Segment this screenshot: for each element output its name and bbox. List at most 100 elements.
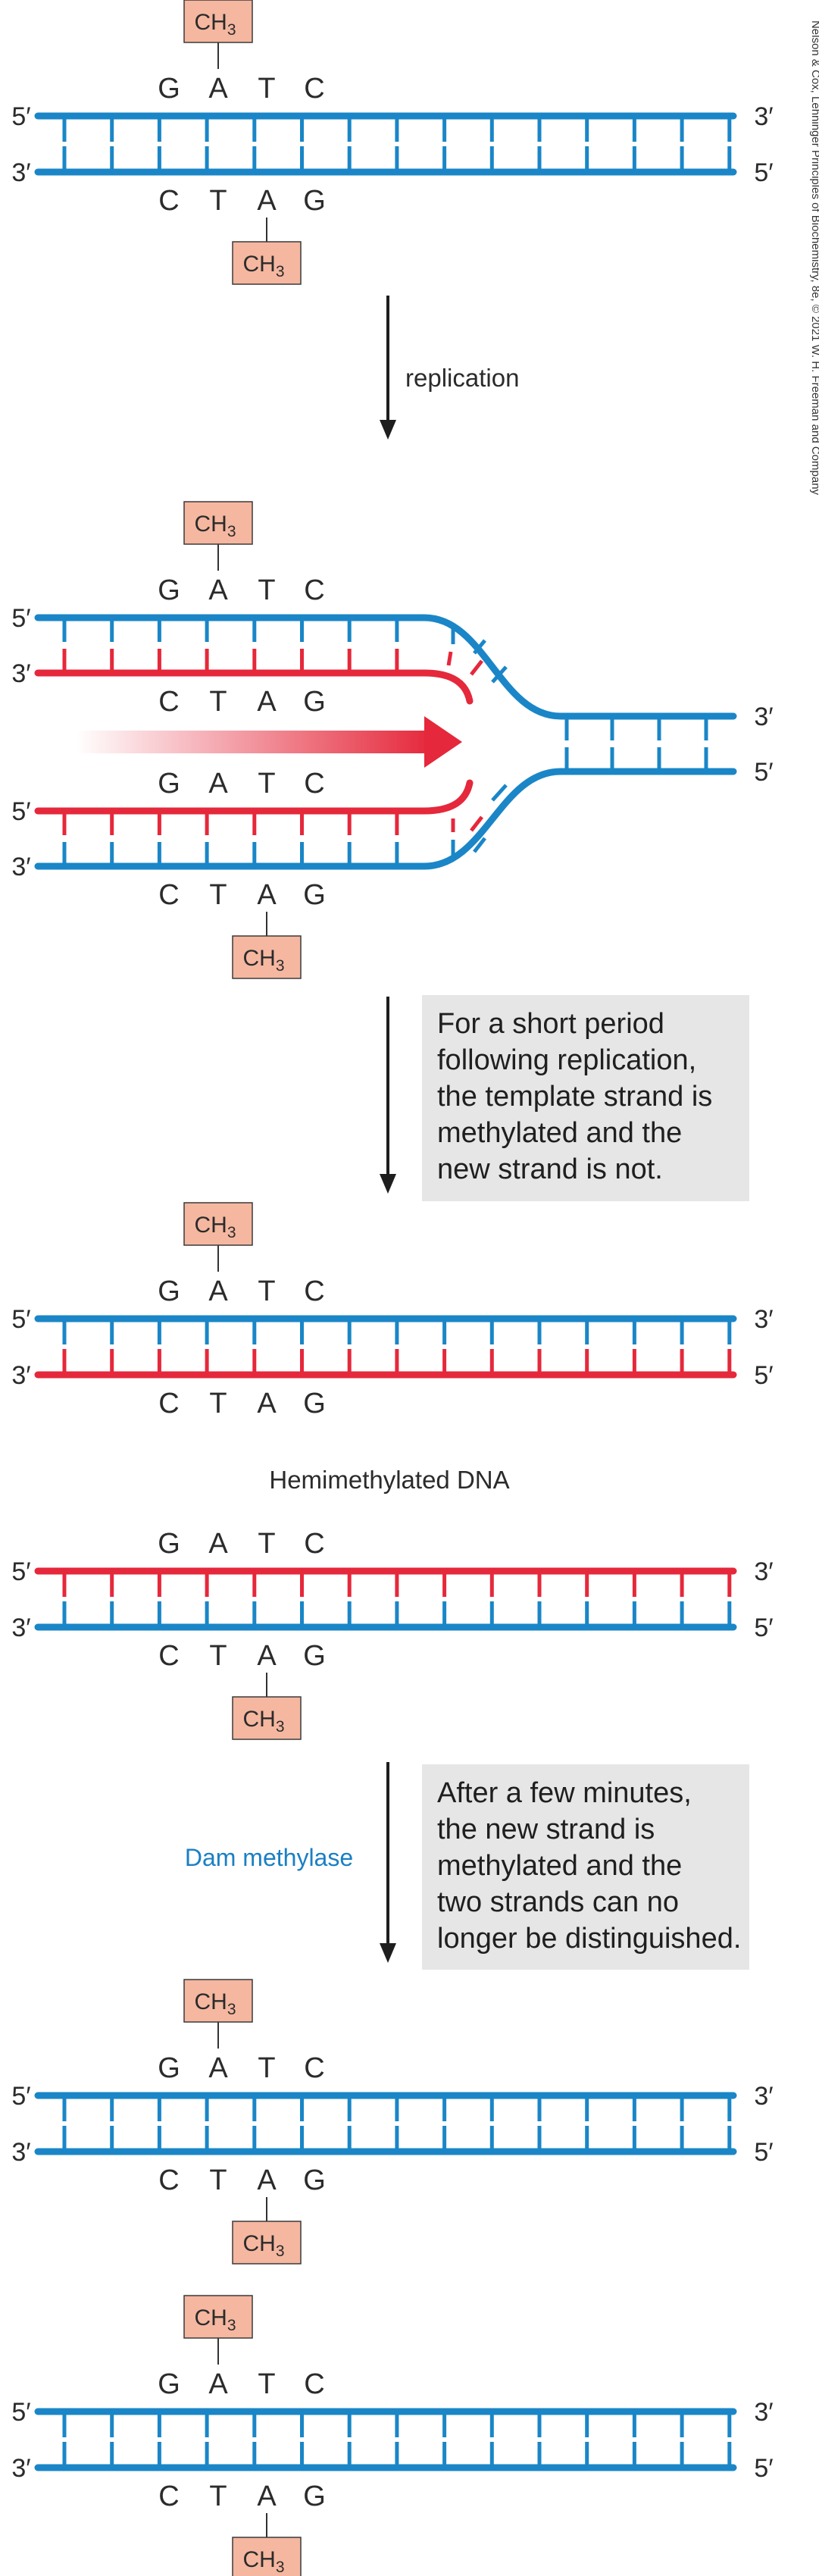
full1-bottom-3prime: 3′ xyxy=(11,2138,30,2167)
full1-bottom-base: C xyxy=(158,2164,179,2196)
parent-top-methyl-label: CH3 xyxy=(194,10,236,39)
full2-bottom-5prime: 5′ xyxy=(754,2454,773,2483)
credit-line: Nelson & Cox, Lehninger Principles of Bi… xyxy=(809,20,819,496)
dam-methylase-label: Dam methylase xyxy=(185,1844,353,1871)
hemi1-top-base: G xyxy=(158,1275,180,1307)
fork-upper-top-base: T xyxy=(258,574,275,606)
fork-upper-top-base: G xyxy=(158,574,180,606)
hemi1-top-base: C xyxy=(304,1275,324,1307)
parent-top-base: A xyxy=(208,73,228,105)
full1-bottom-5prime: 5′ xyxy=(754,2138,773,2167)
hemi1-bottom-base: T xyxy=(209,1388,227,1419)
fork-lower-new-strand xyxy=(34,779,474,815)
hemi2-top-base: A xyxy=(208,1528,228,1560)
fork-upper-bottom-base: T xyxy=(209,686,227,718)
fork-lower-bottom-base: C xyxy=(158,879,179,911)
fork-lower-3prime: 3′ xyxy=(11,853,30,881)
full2-bottom-base: G xyxy=(303,2481,326,2512)
fork-right-3prime: 3′ xyxy=(754,703,773,731)
fork-junction-rung xyxy=(446,651,453,666)
fork-upper-new-strand xyxy=(34,669,474,705)
fork-upper-3prime: 3′ xyxy=(11,659,30,688)
full2-bottom-methyl-label: CH3 xyxy=(242,2547,284,2576)
full1-top-methyl-box xyxy=(183,1979,253,2023)
note-few-minutes-box xyxy=(422,1764,749,1970)
fork-lower-bottom-base: T xyxy=(209,879,227,911)
full2-top-base: C xyxy=(304,2368,324,2400)
note-short-period-line: methylated and the xyxy=(437,1117,682,1149)
hemi1-top-methyl-box xyxy=(183,1202,253,1246)
fork-top-methyl-label: CH3 xyxy=(194,512,236,540)
hemi2-top-base: G xyxy=(158,1528,180,1560)
fork-junction-rung xyxy=(473,837,486,853)
hemi1-top-methyl-label: CH3 xyxy=(194,1213,236,1241)
full2-top-base: G xyxy=(158,2368,180,2400)
full2-top-base: T xyxy=(258,2368,275,2400)
fork-junction-rung xyxy=(470,815,483,832)
fork-lower-template-strand xyxy=(34,768,737,870)
full1-bottom-base: G xyxy=(303,2164,326,2196)
fork-lower-top-base: C xyxy=(304,768,324,800)
hemi2-top-3prime: 3′ xyxy=(754,1557,773,1586)
fork-lower-top-base: A xyxy=(208,768,228,800)
parent-bottom-3prime: 3′ xyxy=(11,158,30,187)
hemi1-bottom-3prime: 3′ xyxy=(11,1361,30,1390)
note-short-period-line: new strand is not. xyxy=(437,1153,663,1185)
hemi2-top-base: T xyxy=(258,1528,275,1560)
hemi2-bottom-base: C xyxy=(158,1640,179,1672)
hemi1-top-base: A xyxy=(208,1275,228,1307)
full2-top-methyl-box xyxy=(183,2295,253,2339)
fork-upper-5prime: 5′ xyxy=(11,604,30,633)
hemi2-bottom-3prime: 3′ xyxy=(11,1614,30,1642)
parent-bottom-methyl-label: CH3 xyxy=(242,252,284,280)
note-few-minutes-line: the new strand is xyxy=(437,1814,655,1845)
replication-arrow-head xyxy=(380,420,396,440)
hemi1-top-base: T xyxy=(258,1275,275,1307)
full1-bottom-methyl-box xyxy=(232,2221,302,2265)
fork-lower-top-base: T xyxy=(258,768,275,800)
full2-bottom-methyl-box xyxy=(232,2537,302,2576)
hemi1-bottom-base: C xyxy=(158,1388,179,1419)
diagram-labels: 5′3′3′5′G A T CC T A GCH3CH3replication5′3′5′3… xyxy=(11,10,819,2576)
hemi2-bottom-base: G xyxy=(303,1640,326,1672)
full1-bottom-methyl-label: CH3 xyxy=(242,2231,284,2260)
fork-bottom-methyl-box xyxy=(232,935,302,979)
note-few-minutes-line: After a few minutes, xyxy=(437,1777,692,1809)
methylation-arrow-head xyxy=(380,1943,396,1963)
hemi2-top-5prime: 5′ xyxy=(11,1557,30,1586)
hemi1-top-3prime: 3′ xyxy=(754,1305,773,1334)
parent-bottom-5prime: 5′ xyxy=(754,158,773,187)
hemi2-bottom-methyl-label: CH3 xyxy=(242,1707,284,1736)
parent-bottom-base: C xyxy=(158,185,179,217)
replication-label: replication xyxy=(405,364,519,392)
full1-top-base: T xyxy=(258,2052,275,2084)
parent-top-methyl-box xyxy=(183,0,253,43)
hemi2-top-base: C xyxy=(304,1528,324,1560)
parent-top-base: G xyxy=(158,73,180,105)
fork-upper-top-base: A xyxy=(208,574,228,606)
full2-top-base: A xyxy=(208,2368,228,2400)
full2-bottom-3prime: 3′ xyxy=(11,2454,30,2483)
note-few-minutes-line: methylated and the xyxy=(437,1850,682,1882)
full1-top-base: C xyxy=(304,2052,324,2084)
parent-bottom-methyl-box xyxy=(232,241,302,285)
fork-direction-arrow-body xyxy=(76,731,432,753)
fork-junction-rung xyxy=(491,784,508,802)
note-short-period-line: For a short period xyxy=(437,1008,664,1040)
fork-top-methyl-box xyxy=(183,501,253,545)
hemi1-bottom-base: G xyxy=(303,1388,326,1419)
full1-top-base: A xyxy=(208,2052,228,2084)
fork-upper-bottom-base: A xyxy=(257,686,277,718)
post-replication-arrow-head xyxy=(380,1174,396,1194)
full1-bottom-base: T xyxy=(209,2164,227,2196)
full2-top-3prime: 3′ xyxy=(754,2398,773,2427)
fork-bottom-methyl-label: CH3 xyxy=(242,946,284,975)
fork-upper-template-strand xyxy=(34,614,737,720)
fork-upper-bottom-base: G xyxy=(303,686,326,718)
full2-bottom-base: T xyxy=(209,2481,227,2512)
parent-top-3prime: 3′ xyxy=(754,102,773,131)
full1-top-base: G xyxy=(158,2052,180,2084)
fork-junction-rung xyxy=(470,659,483,676)
full1-bottom-base: A xyxy=(257,2164,277,2196)
